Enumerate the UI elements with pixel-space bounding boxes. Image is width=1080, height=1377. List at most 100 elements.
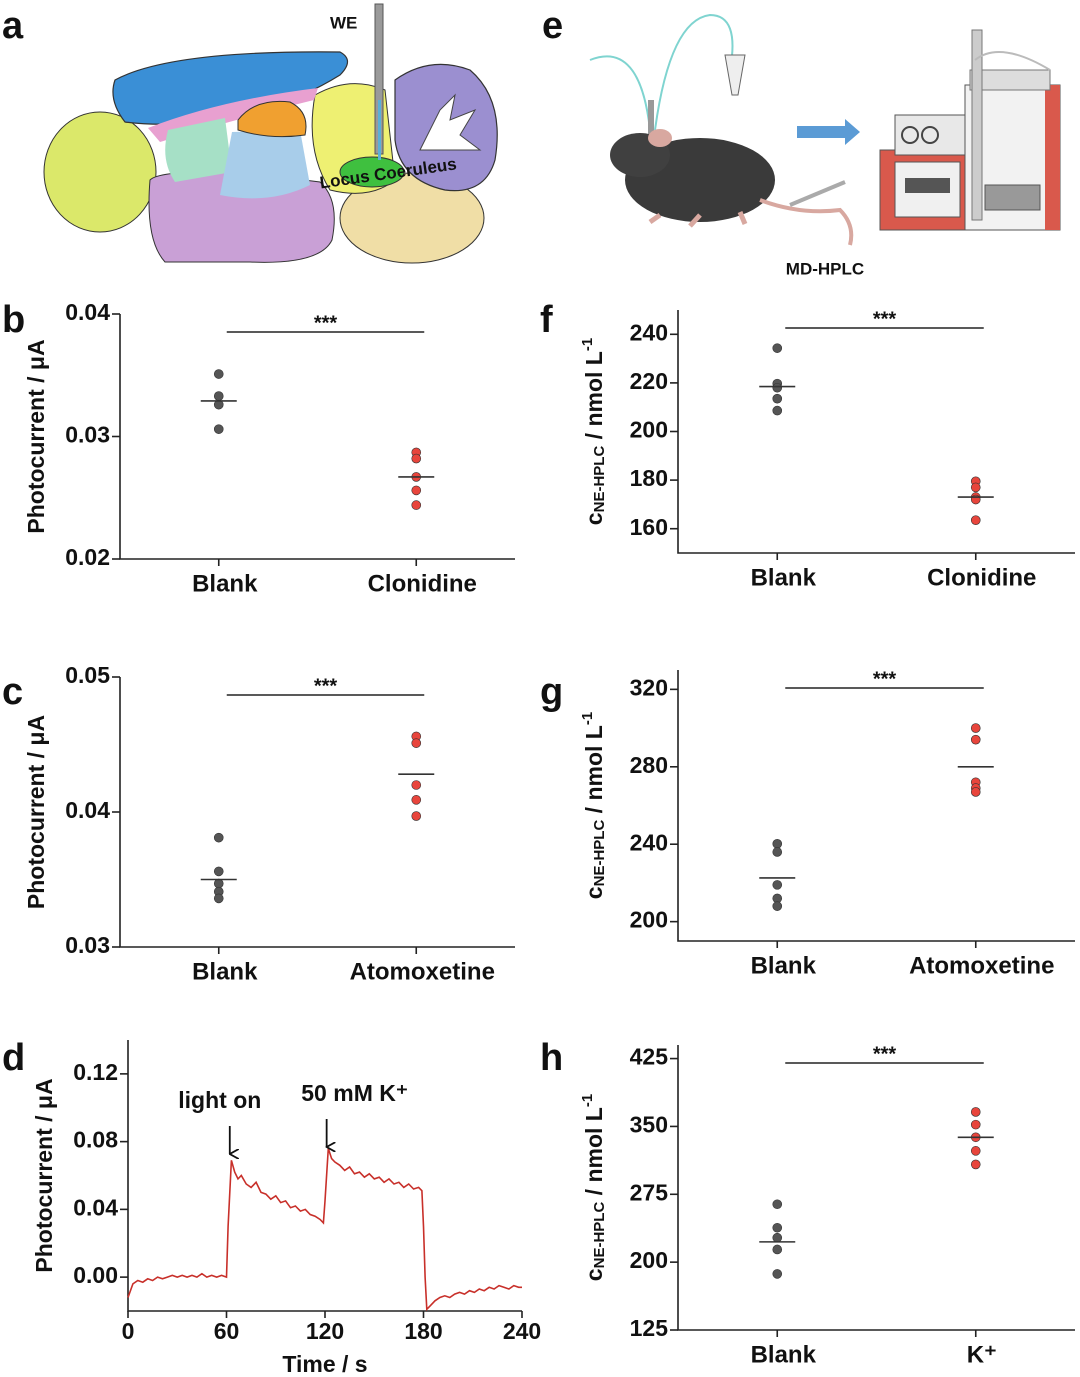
data-point — [213, 893, 224, 904]
data-point — [411, 738, 422, 748]
data-point — [213, 866, 224, 877]
y-axis-label-part: / nmol L — [581, 351, 607, 446]
annotation: 50 mM K⁺ — [301, 1080, 408, 1106]
data-point — [411, 485, 422, 496]
panel-label: e — [542, 5, 563, 47]
data-point — [970, 734, 981, 745]
data-point — [213, 391, 224, 401]
y-axis-label-part: c — [581, 886, 607, 899]
data-line — [127, 1148, 522, 1312]
x-tick-label: Blank — [192, 570, 258, 597]
y-tick-label: 425 — [630, 1044, 669, 1070]
y-axis-label-part: NE-HPLC — [591, 446, 608, 513]
data-point — [970, 723, 981, 733]
y-axis-label-part: / nmol L — [581, 1107, 607, 1202]
y-tick-label: 0.08 — [73, 1127, 118, 1153]
data-point — [970, 1159, 981, 1170]
md-hplc-illustration: e MD-HPLC — [542, 5, 1061, 278]
data-point — [772, 880, 783, 890]
y-tick-label: 200 — [630, 417, 668, 443]
y-axis-label-part: -1 — [579, 712, 596, 725]
axis-line — [119, 677, 515, 948]
data-point — [970, 787, 981, 797]
y-tick-label: 125 — [630, 1315, 669, 1341]
x-tick-label: Blank — [192, 958, 258, 985]
panel-label: d — [2, 1037, 25, 1079]
y-tick-label: 0.04 — [73, 1194, 118, 1220]
chart-panel: 160 180 200 220 240 cNE-HPLC / nmol L-1 f Blank… — [540, 299, 1075, 591]
x-tick-label: Blank — [751, 1341, 817, 1368]
y-axis-label-part: -1 — [579, 1094, 596, 1107]
significance-label: *** — [873, 668, 897, 690]
x-tick-label: 240 — [503, 1318, 541, 1344]
panel-label: f — [540, 299, 553, 341]
y-axis-label-part: / nmol L — [581, 725, 607, 820]
y-tick-label: 200 — [630, 1247, 668, 1273]
data-point — [411, 811, 422, 821]
chart-panel: 125 200 275 350 425 cNE-HPLC / nmol L-1 h Blank… — [540, 1037, 1075, 1368]
y-axis-label: Photocurrent / μA — [23, 715, 49, 909]
y-axis-label-part: -1 — [579, 338, 596, 351]
caption: MD-HPLC — [786, 259, 864, 278]
data-point — [772, 1244, 783, 1255]
data-point — [772, 343, 783, 353]
data-point — [213, 424, 224, 434]
data-point — [213, 878, 224, 889]
y-axis-label: Photocurrent / μA — [23, 339, 49, 533]
panel-label: b — [2, 299, 25, 341]
y-tick-label: 220 — [630, 368, 668, 394]
y-tick-label: 200 — [630, 907, 668, 933]
chart-panel: 200 240 280 320 cNE-HPLC / nmol L-1 g Blank Ato… — [540, 668, 1075, 979]
data-point — [213, 399, 224, 410]
y-axis-label: Photocurrent / μA — [31, 1078, 57, 1272]
y-tick-label: 240 — [630, 319, 668, 345]
chart-panel: 0.03 0.04 0.05 Photocurrent / μAc Blank Atomo… — [2, 662, 515, 985]
significance-label: *** — [314, 312, 338, 334]
x-tick-label: 180 — [404, 1318, 442, 1344]
data-point — [772, 1222, 783, 1233]
electrode-label: WE — [330, 13, 357, 32]
x-tick-label: Clonidine — [368, 570, 477, 597]
data-point — [411, 795, 422, 805]
y-tick-label: 320 — [630, 674, 668, 700]
panel-label: g — [540, 671, 563, 713]
y-tick-label: 0.04 — [65, 299, 110, 325]
y-tick-label: 180 — [630, 465, 668, 491]
axis-line — [677, 1045, 1075, 1331]
annotation: light on — [178, 1087, 261, 1113]
x-tick-label: Atomoxetine — [350, 958, 495, 985]
data-point — [772, 393, 783, 404]
data-point — [772, 901, 783, 911]
data-point — [970, 1119, 981, 1130]
data-point — [411, 500, 422, 510]
brain-illustration: a WE Locus Coeruleus — [2, 3, 498, 264]
data-point — [772, 1269, 783, 1279]
data-point — [772, 405, 783, 416]
y-tick-label: 350 — [630, 1112, 668, 1138]
data-point — [772, 839, 783, 849]
y-axis-label-part: NE-HPLC — [591, 820, 608, 887]
x-tick-label: K⁺ — [967, 1341, 997, 1368]
data-point — [970, 515, 981, 525]
data-point — [772, 847, 783, 857]
data-point — [411, 453, 422, 464]
significance-label: *** — [314, 675, 338, 697]
panel-label: c — [2, 671, 23, 713]
y-tick-label: 0.00 — [73, 1262, 118, 1288]
y-tick-label: 280 — [630, 752, 668, 778]
y-tick-label: 0.03 — [65, 422, 110, 448]
data-point — [772, 382, 783, 393]
panel-label: a — [2, 5, 24, 47]
x-tick-label: 120 — [306, 1318, 344, 1344]
y-tick-label: 0.05 — [65, 662, 110, 688]
y-axis-label: cNE-HPLC / nmol L-1 — [579, 1094, 609, 1281]
x-tick-label: Blank — [751, 564, 817, 591]
data-point — [772, 1232, 783, 1243]
axis-line — [677, 670, 1075, 942]
x-tick-label: Blank — [751, 952, 817, 979]
data-point — [970, 1107, 981, 1117]
y-axis-label-part: c — [581, 512, 607, 525]
axis-line — [119, 314, 515, 560]
data-point — [772, 1199, 783, 1210]
axis-line — [677, 310, 1075, 554]
